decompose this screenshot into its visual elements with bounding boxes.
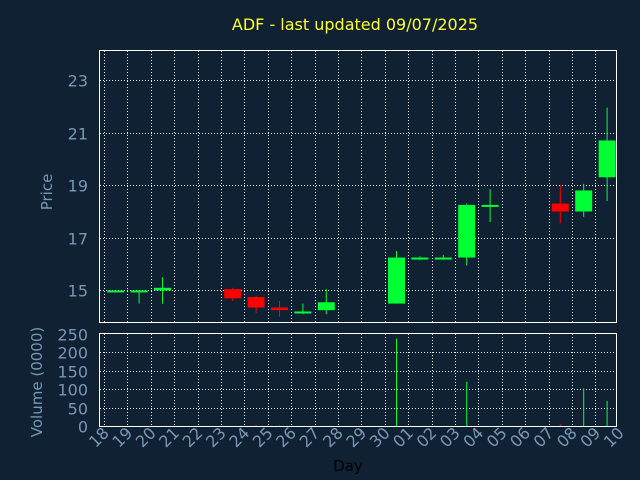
volume-bars — [255, 338, 608, 426]
candle — [551, 185, 569, 224]
candle-body — [481, 204, 499, 207]
price-tick-label: 15 — [68, 282, 88, 301]
candle-body — [388, 257, 405, 304]
candle-body — [271, 307, 288, 311]
price-panel-frame — [99, 50, 617, 323]
candle-body — [130, 290, 148, 293]
candle — [247, 295, 265, 313]
candle-body — [411, 257, 429, 260]
volume-tick-label: 250 — [57, 326, 88, 345]
candle-body — [458, 204, 476, 258]
x-axis-label: Day — [333, 457, 363, 475]
price-tick-label: 19 — [68, 177, 88, 196]
candle — [107, 290, 125, 293]
candle — [434, 254, 452, 261]
volume-grid — [100, 334, 616, 426]
candle — [458, 203, 476, 266]
price-axis: 15 17 19 21 23 — [68, 72, 88, 301]
candle-body — [154, 287, 171, 291]
candle — [154, 277, 171, 304]
candle — [575, 183, 593, 217]
volume-axis-label: Volume (0000) — [28, 327, 46, 437]
price-tick-label: 21 — [68, 125, 88, 144]
candle-body — [224, 289, 242, 299]
price-tick-label: 23 — [68, 72, 88, 91]
price-tick-label: 17 — [68, 230, 88, 249]
candle-body — [317, 302, 335, 311]
candles — [107, 107, 616, 317]
volume-tick-label: 100 — [57, 381, 88, 400]
candle-body — [598, 140, 616, 178]
volume-panel-frame — [99, 333, 617, 427]
candle-body — [294, 311, 312, 314]
x-tick-label: 10 — [600, 423, 628, 451]
candle-body — [551, 203, 569, 212]
candle — [130, 290, 148, 304]
volume-tick-label: 0 — [78, 418, 88, 437]
chart-title: ADF - last updated 09/07/2025 — [232, 15, 478, 34]
volume-tick-label: 50 — [68, 400, 88, 419]
candle-body — [247, 297, 265, 308]
x-axis: 1819202122232425262728293001020304050607… — [85, 423, 628, 451]
candle-body — [107, 290, 125, 293]
candle — [294, 303, 312, 315]
candle — [271, 300, 288, 317]
price-axis-label: Price — [38, 174, 56, 211]
candle — [481, 189, 499, 223]
candle — [598, 107, 616, 201]
candle-body — [575, 190, 593, 212]
volume-tick-label: 200 — [57, 344, 88, 363]
candle — [411, 256, 429, 261]
candle-body — [434, 257, 452, 260]
candle — [388, 250, 405, 304]
candle — [224, 287, 242, 301]
volume-tick-label: 150 — [57, 363, 88, 382]
candle — [317, 289, 335, 315]
price-grid — [100, 51, 616, 322]
